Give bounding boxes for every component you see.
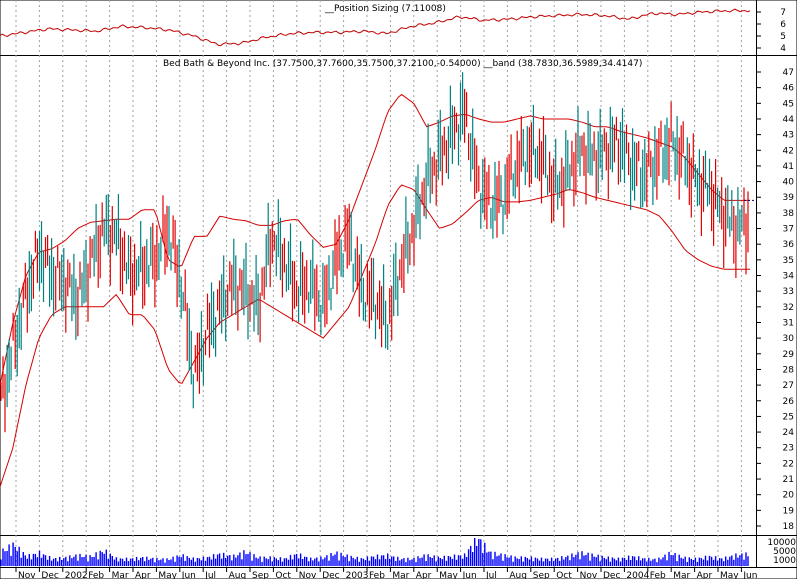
position-sizing-label: __Position Sizing (7.11008)	[324, 4, 446, 14]
x-tick-label: Feb	[650, 571, 666, 579]
y-tick-label: 34	[783, 272, 795, 282]
x-tick-label: Apr	[697, 571, 713, 579]
position-sizing-line	[0, 8, 751, 47]
y-tick-label: 10000	[767, 538, 796, 548]
y-tick-label: 1000	[773, 556, 796, 566]
x-tick-label: Oct	[556, 571, 572, 579]
x-tick-label: Feb	[88, 571, 104, 579]
main-title-label: Bed Bath & Beyond Inc. (37.7500,37.7600,…	[163, 59, 642, 69]
y-tick-label: 38	[783, 209, 795, 219]
y-tick-label: 6	[780, 20, 786, 30]
x-tick-label: Sep	[252, 571, 269, 579]
y-tick-label: 42	[783, 146, 794, 156]
y-tick-label: 23	[783, 444, 794, 454]
y-tick-label: 22	[783, 459, 794, 469]
x-tick-label: Oct	[275, 571, 291, 579]
price-bars	[0, 72, 749, 433]
y-tick-label: 37	[783, 225, 794, 235]
y-tick-label: 30	[783, 334, 795, 344]
y-tick-label: 32	[783, 303, 794, 313]
x-tick-label: Jun	[181, 571, 196, 579]
y-tick-label: 5000	[773, 547, 796, 557]
x-tick-label: Jul	[485, 571, 497, 579]
date-axis: Nov Dec 2002 Feb Mar Apr May Jun Jul Aug Sep Oct Nov…	[15, 567, 757, 581]
y-tick-label: 44	[783, 115, 795, 125]
volume-bars	[0, 538, 749, 566]
x-tick-label: Sep	[533, 571, 550, 579]
x-tick-label: May	[720, 571, 739, 579]
y-tick-label: 19	[783, 506, 795, 516]
band-upper-line	[0, 93, 750, 386]
x-tick-label: Mar	[112, 571, 129, 579]
y-tick-label: 25	[783, 412, 794, 422]
y-tick-label: 40	[783, 178, 795, 188]
x-tick-label: Aug	[229, 571, 247, 579]
y-tick-label: 27	[783, 381, 794, 391]
x-tick-label: Dec	[322, 571, 339, 579]
x-tick-label: Mar	[392, 571, 409, 579]
y-tick-label: 29	[783, 350, 795, 360]
y-tick-label: 46	[783, 84, 795, 94]
y-tick-label: 41	[783, 162, 794, 172]
y-tick-label: 7	[780, 8, 786, 18]
x-tick-label: Jun	[742, 571, 757, 579]
x-tick-label: Nov	[580, 571, 598, 579]
x-tick-label: Jun	[462, 571, 477, 579]
y-tick-label: 4	[780, 44, 786, 54]
y-tick-label: 5	[780, 32, 786, 42]
y-tick-label: 45	[783, 99, 794, 109]
y-tick-label: 18	[783, 522, 795, 532]
y-tick-label: 39	[783, 193, 795, 203]
y-tick-label: 47	[783, 68, 794, 78]
x-tick-label: Nov	[18, 571, 36, 579]
x-tick-label: Nov	[299, 571, 317, 579]
x-tick-label: Dec	[603, 571, 620, 579]
x-tick-label: Dec	[41, 571, 58, 579]
x-tick-label: 2003	[346, 571, 369, 579]
y-tick-label: 21	[783, 475, 794, 485]
x-tick-label: 2002	[65, 571, 88, 579]
y-tick-label: 33	[783, 287, 794, 297]
band-lower-line	[0, 184, 750, 488]
y-tick-label: 28	[783, 365, 795, 375]
x-tick-label: 2004	[626, 571, 649, 579]
x-tick-label: Jul	[204, 571, 216, 579]
y-tick-label: 31	[783, 318, 794, 328]
x-tick-label: Apr	[135, 571, 151, 579]
x-tick-label: Feb	[369, 571, 385, 579]
x-tick-label: Mar	[673, 571, 690, 579]
x-tick-label: Aug	[509, 571, 527, 579]
x-tick-label: May	[158, 571, 177, 579]
position-sizing-axis: 4 5 6 7	[756, 8, 786, 54]
y-tick-label: 36	[783, 240, 795, 250]
price-axis: 18 19 20 21 22 23 24 25 26 27 28 29 30 31 32 33 34 35 36 37…	[756, 68, 794, 532]
y-tick-label: 26	[783, 397, 795, 407]
y-tick-label: 35	[783, 256, 794, 266]
y-tick-label: 20	[783, 491, 795, 501]
y-tick-label: 24	[783, 428, 795, 438]
x-tick-label: May	[439, 571, 458, 579]
x-tick-label: Apr	[416, 571, 432, 579]
y-tick-label: 43	[783, 131, 794, 141]
